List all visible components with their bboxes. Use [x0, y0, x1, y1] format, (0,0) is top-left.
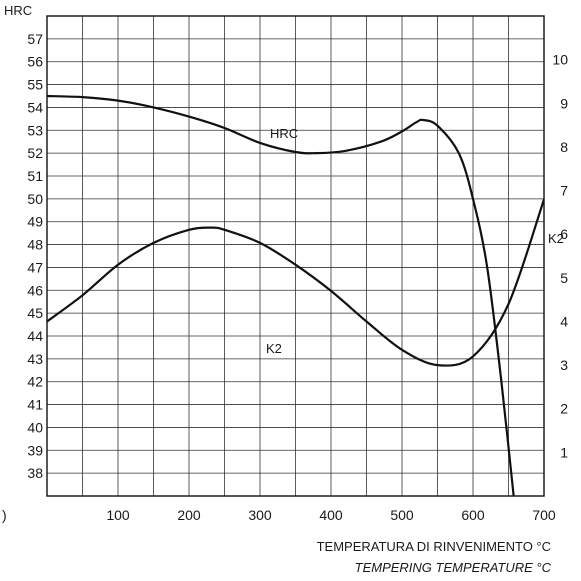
y-left-tick-label: 54: [27, 99, 43, 115]
y-left-tick-label: 42: [27, 374, 43, 390]
x-tick-label: 200: [177, 507, 201, 523]
y-left-tick-label: 49: [27, 214, 43, 230]
y-left-tick-label: 46: [27, 282, 43, 298]
series-label-k2: K2: [266, 341, 282, 356]
series-label-hrc: HRC: [270, 126, 298, 141]
x-origin-label: ): [2, 507, 7, 523]
y-left-tick-label: 48: [27, 237, 43, 253]
plot-frame: [46, 15, 545, 497]
y-left-tick-label: 39: [27, 442, 43, 458]
y-right-tick-label: 2: [560, 401, 568, 417]
x-tick-label: 300: [248, 507, 272, 523]
y-left-tick-label: 44: [27, 328, 43, 344]
y-left-tick-label: 38: [27, 465, 43, 481]
y-left-tick-label: 55: [27, 77, 43, 93]
grid: [46, 15, 545, 497]
y-left-tick-label: 41: [27, 397, 43, 413]
x-tick-label: 700: [532, 507, 556, 523]
y-left-tick-label: 50: [27, 191, 43, 207]
x-tick-label: 600: [461, 507, 485, 523]
x-tick-label: 500: [390, 507, 414, 523]
y-axis-left-ticks: 38 39 40 41 42 43 44 45 46 47 48 49 50 51 52 53 54 55 56 57: [27, 31, 43, 481]
y-left-tick-label: 47: [27, 259, 43, 275]
y-right-tick-label: 6: [560, 226, 568, 242]
x-tick-label: 400: [319, 507, 343, 523]
y-axis-right-title: K2: [548, 231, 564, 246]
x-axis-ticks: 100 200 300 400 500 600 700: [106, 507, 556, 523]
y-left-tick-label: 53: [27, 122, 43, 138]
y-right-tick-label: 7: [560, 183, 568, 199]
x-axis-title: TEMPERATURA DI RINVENIMENTO °C: [316, 539, 551, 554]
x-tick-label: 100: [106, 507, 130, 523]
y-axis-left-title: HRC: [4, 3, 32, 18]
y-left-tick-label: 56: [27, 54, 43, 70]
y-right-tick-label: 3: [560, 357, 568, 373]
x-axis-title-english: TEMPERING TEMPERATURE °C: [354, 560, 551, 575]
y-axis-right-ticks: 1 2 3 4 5 6 7 8 9 10: [552, 52, 568, 461]
y-right-tick-label: 4: [560, 313, 568, 329]
y-left-tick-label: 43: [27, 351, 43, 367]
series-layer: [47, 94, 544, 496]
series-line-k2: [47, 198, 544, 367]
y-right-tick-label: 9: [560, 95, 568, 111]
y-left-tick-label: 52: [27, 145, 43, 161]
y-right-tick-label: 5: [560, 270, 568, 286]
y-left-tick-label: 51: [27, 168, 43, 184]
y-right-tick-label: 8: [560, 139, 568, 155]
series-line-hrc: [47, 94, 515, 496]
y-right-tick-label: 10: [552, 52, 568, 68]
y-left-tick-label: 45: [27, 305, 43, 321]
y-left-tick-label: 40: [27, 419, 43, 435]
y-right-tick-label: 1: [560, 444, 568, 460]
y-left-tick-label: 57: [27, 31, 43, 47]
